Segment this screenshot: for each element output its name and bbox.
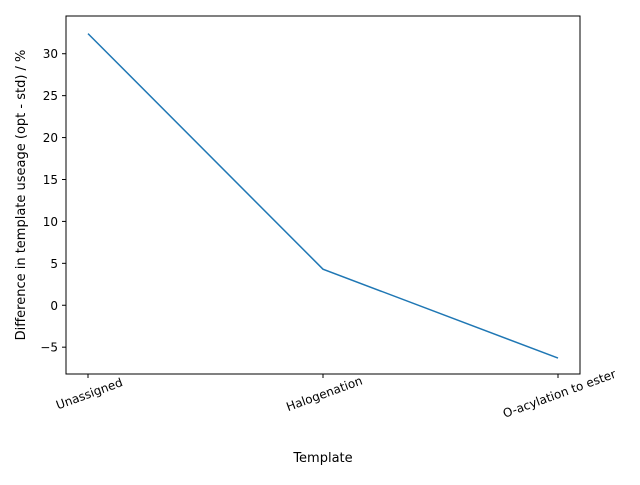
series-group — [87, 33, 559, 359]
x-tick-label: O-acylation to ester — [501, 367, 618, 421]
y-tick-label: 30 — [43, 47, 58, 61]
y-tick-label: 0 — [50, 299, 58, 313]
x-axis-ticks: Unassigned Halogenation O-acylation to est… — [54, 367, 618, 421]
y-tick-label: 20 — [43, 131, 58, 145]
y-tick-label: 15 — [43, 173, 58, 187]
plot-frame — [65, 15, 581, 375]
y-tick-label: −5 — [40, 341, 58, 355]
series-line — [87, 33, 559, 359]
x-tick-label: Unassigned — [54, 375, 124, 412]
x-axis-label: Template — [292, 451, 352, 466]
y-tick-label: 5 — [50, 257, 58, 271]
x-tick-label: Halogenation — [284, 374, 364, 415]
y-tick-label: 10 — [43, 215, 58, 229]
y-tick-label: 25 — [43, 89, 58, 103]
y-axis-ticks: −5 0 5 10 15 20 25 30 — [40, 47, 66, 355]
y-axis-label: Difference in template useage (opt - std… — [14, 50, 29, 341]
